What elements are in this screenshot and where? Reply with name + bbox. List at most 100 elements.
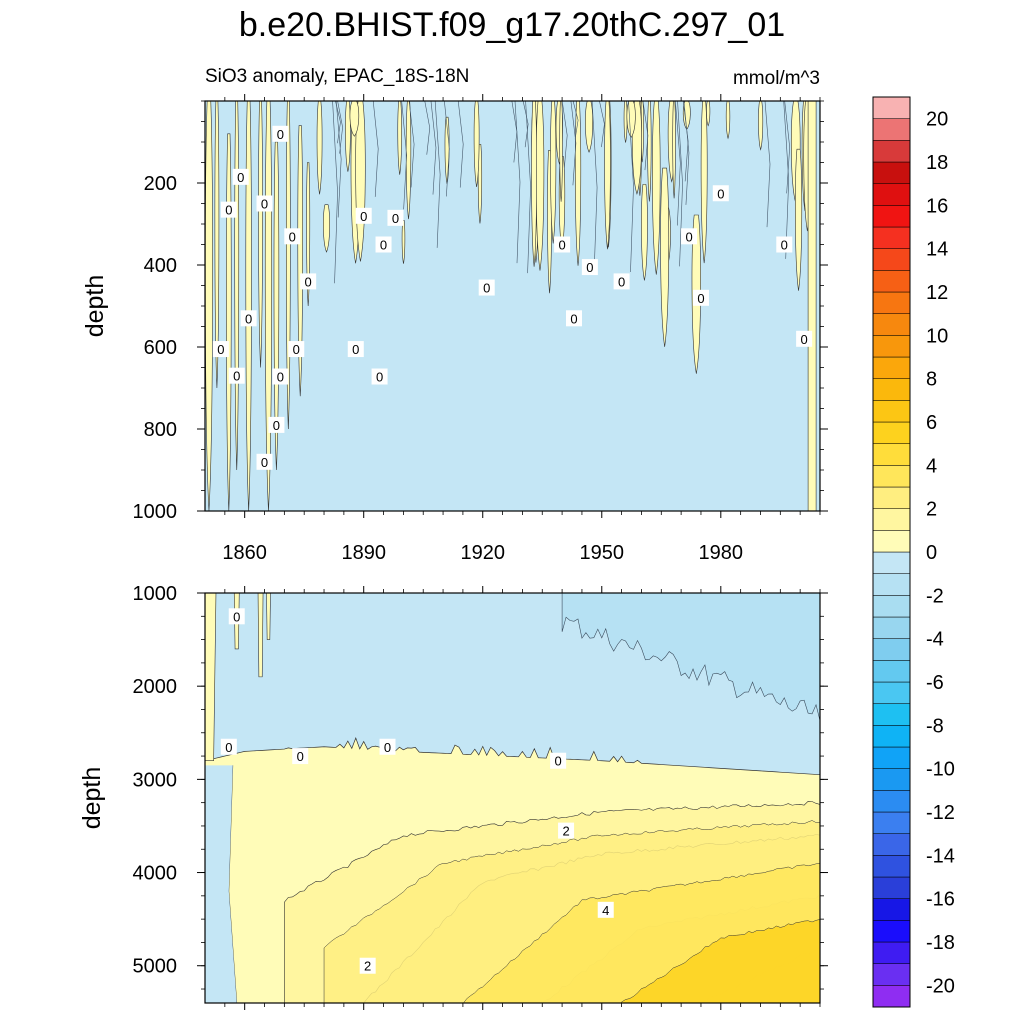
colorbar-swatch [872, 855, 911, 878]
upper-positive-column [725, 101, 731, 140]
colorbar-tick-label: 12 [926, 282, 948, 304]
upper-contour-label-box [284, 228, 301, 245]
lower-contour-label: 2 [364, 959, 371, 974]
upper-axes: 1860 1890 1920 1950 1980 200 400 600 800 1000 [133, 94, 828, 564]
lower-contour-labels: 0 0 0 0 0 2 4 2 [220, 608, 614, 974]
upper-contour-label-box [220, 201, 237, 218]
upper-contour-line [682, 101, 689, 182]
upper-y-axis-label: depth [81, 275, 109, 338]
upper-contour-label-box [256, 453, 273, 470]
colorbar-tick-label: -14 [926, 845, 955, 867]
x-tick-label: 1980 [699, 542, 744, 564]
upper-contour-line [408, 101, 415, 188]
upper-positive-column [585, 101, 593, 153]
upper-contour-line [444, 101, 450, 197]
colorbar-swatch [872, 400, 911, 423]
upper-contour-label: 0 [261, 455, 268, 470]
colorbar-swatch [872, 638, 911, 661]
colorbar-swatch [872, 508, 911, 531]
x-tick-label: 1920 [460, 542, 505, 564]
upper-contour-label: 0 [293, 342, 300, 357]
upper-contour-line [783, 101, 790, 259]
colorbar-swatch [872, 161, 911, 184]
chart-subtitle: SiO3 anomaly, EPAC_18S-18N [205, 66, 469, 87]
upper-positive-column [531, 101, 537, 267]
upper-positive-column [397, 101, 402, 175]
upper-contour-label: 0 [352, 342, 359, 357]
colorbar-swatch [872, 573, 911, 596]
upper-contour-label: 0 [217, 342, 224, 357]
y-tick-label: 400 [144, 255, 177, 277]
upper-contour-line [337, 101, 343, 154]
upper-contour-line [570, 101, 577, 186]
upper-contour-line [457, 101, 464, 188]
upper-contour-label-box [712, 185, 729, 202]
lower-contour-label: 0 [555, 754, 562, 769]
upper-contour-label-box [240, 310, 257, 327]
upper-positive-column [349, 101, 360, 137]
upper-contour-line [335, 101, 342, 218]
colorbar-swatch [872, 876, 911, 899]
upper-contour-label: 0 [483, 281, 490, 296]
upper-contour-label: 0 [558, 238, 565, 253]
colorbar-tick-label: 4 [926, 455, 937, 477]
colorbar-swatch [872, 941, 911, 964]
lower-contour-label: 0 [225, 740, 232, 755]
upper-positive-column [660, 167, 670, 347]
colorbar-tick-label: -4 [926, 629, 944, 651]
lower-contour-label-box [379, 738, 396, 755]
colorbar-tick-label: -8 [926, 715, 944, 737]
colorbar-tick-label: 18 [926, 152, 948, 174]
upper-contour-line [424, 101, 431, 155]
upper-contour-label-box [554, 236, 571, 253]
upper-contour-line [401, 101, 407, 210]
upper-positive-column [306, 162, 311, 307]
colorbar-swatch [872, 985, 911, 1008]
colorbar-tick-label: -16 [926, 889, 955, 911]
upper-contour-label-box [212, 341, 229, 358]
upper-positive-column [316, 101, 323, 195]
colorbar-swatch [872, 790, 911, 813]
upper-contour-label: 0 [586, 260, 593, 275]
upper-contour-label-box [272, 368, 289, 385]
upper-positive-column [226, 133, 232, 511]
colorbar-swatch [872, 551, 911, 574]
upper-contour-label-box [232, 168, 249, 185]
colorbar-swatch [872, 291, 911, 314]
colorbar-swatch [872, 118, 911, 141]
x-tick-label: 1950 [580, 542, 625, 564]
upper-positive-column [273, 141, 280, 471]
y-tick-label: 800 [144, 419, 177, 441]
colorbar-swatch [872, 681, 911, 704]
upper-positive-column [559, 101, 563, 202]
upper-contour-label: 0 [570, 311, 577, 326]
colorbar-swatch [872, 616, 911, 639]
y-tick-label: 200 [144, 173, 177, 195]
upper-contour-label-box [375, 236, 392, 253]
colorbar-swatch [872, 833, 911, 856]
upper-contour-label-box [347, 341, 364, 358]
upper-field [205, 101, 820, 511]
lower-contour-band [621, 919, 820, 1003]
colorbar-swatch [872, 443, 911, 466]
upper-contour-label: 0 [618, 274, 625, 289]
y-tick-label: 4000 [133, 863, 178, 885]
upper-contour-label: 0 [289, 229, 296, 244]
colorbar-swatch [872, 898, 911, 921]
upper-contour-line [591, 101, 598, 275]
upper-contour-line [683, 101, 690, 205]
upper-positive-column [700, 101, 708, 264]
upper-contour-line [514, 101, 521, 264]
lower-positive-column [257, 593, 264, 678]
colorbar-tick-label: 0 [926, 542, 937, 564]
upper-contour-line [522, 101, 529, 148]
colorbar-swatch [872, 920, 911, 943]
upper-contour-label-box [796, 330, 813, 347]
upper-contour-label: 0 [233, 369, 240, 384]
lower-contour-label-box [292, 748, 309, 765]
chart-title: b.e20.BHIST.f09_g17.20thC.297_01 [239, 6, 785, 44]
upper-contour-line [430, 101, 437, 195]
